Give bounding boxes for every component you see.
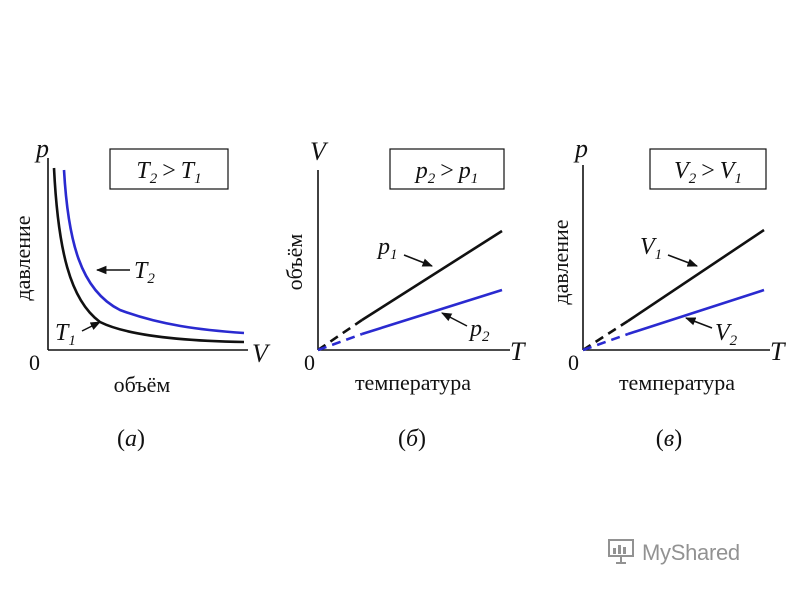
panel-c-y-var: p xyxy=(573,134,588,163)
panel-c-arrow-v1 xyxy=(667,254,698,267)
panel-b-legend: p2 > p1 xyxy=(414,158,479,187)
panel-a-y-axis-label: давление xyxy=(10,215,35,300)
panel-a-arrow-t1 xyxy=(81,321,101,332)
panel-b-black-line-dashed xyxy=(317,318,363,352)
panel-a: p V 0 давление объём T2 > T1 T2 T1 (а) xyxy=(10,134,271,452)
panel-c-black-line-dashed xyxy=(582,319,629,352)
panel-a-y-var: p xyxy=(34,134,49,163)
panel-b-blue-line xyxy=(361,288,503,336)
panel-b-origin: 0 xyxy=(304,350,315,375)
panel-c-legend: V2 > V1 xyxy=(674,158,742,187)
panel-b: V T 0 объём температура p2 > p1 p1 p2 (б) xyxy=(282,137,526,452)
panel-c-arrow-v2 xyxy=(685,317,713,329)
panel-a-blue-isotherm xyxy=(62,169,245,335)
panel-c-black-line xyxy=(627,228,765,323)
panel-b-arrow-p2 xyxy=(441,312,468,327)
panel-c-blue-line-dashed xyxy=(582,332,629,352)
panel-b-x-axis-label: температура xyxy=(355,370,471,395)
panel-c: p T 0 давление температура V2 > V1 V1 V2 (… xyxy=(548,134,786,452)
panel-c-y-axis-label: давление xyxy=(548,219,573,304)
panel-a-label-t1: T1 xyxy=(55,320,76,349)
panel-a-legend: T2 > T1 xyxy=(136,158,201,187)
panel-b-caption: (б) xyxy=(398,426,426,452)
panel-a-origin: 0 xyxy=(29,350,40,375)
myshared-watermark: MyShared xyxy=(606,533,776,573)
panel-a-black-isotherm xyxy=(52,167,245,344)
panel-b-y-var: V xyxy=(310,137,329,166)
watermark-text: MyShared xyxy=(642,540,740,565)
panel-c-label-v2: V2 xyxy=(715,320,738,349)
panel-c-legend-box xyxy=(649,148,767,190)
panel-c-blue-line xyxy=(627,288,765,336)
panel-b-blue-line-dashed xyxy=(317,332,363,352)
panel-a-x-axis-label: объём xyxy=(114,372,171,397)
panel-c-caption: (в) xyxy=(656,426,682,452)
panel-c-origin: 0 xyxy=(568,350,579,375)
panel-b-x-var: T xyxy=(510,337,526,366)
panel-a-caption: (а) xyxy=(117,426,145,452)
panel-a-legend-box xyxy=(109,148,229,190)
panel-a-x-var: V xyxy=(252,339,271,368)
panel-c-x-axis-label: температура xyxy=(619,370,735,395)
panel-b-y-axis-label: объём xyxy=(282,234,307,291)
panel-b-label-p2: p2 xyxy=(468,316,490,345)
panel-b-label-p1: p1 xyxy=(376,234,398,263)
panel-c-x-var: T xyxy=(770,337,786,366)
panel-b-arrow-p1 xyxy=(403,254,433,267)
panel-b-legend-box xyxy=(389,148,505,190)
panel-b-black-line xyxy=(361,229,503,322)
panel-a-label-t2: T2 xyxy=(134,258,155,287)
panel-c-label-v1: V1 xyxy=(640,234,662,263)
presentation-board-icon xyxy=(606,536,636,571)
